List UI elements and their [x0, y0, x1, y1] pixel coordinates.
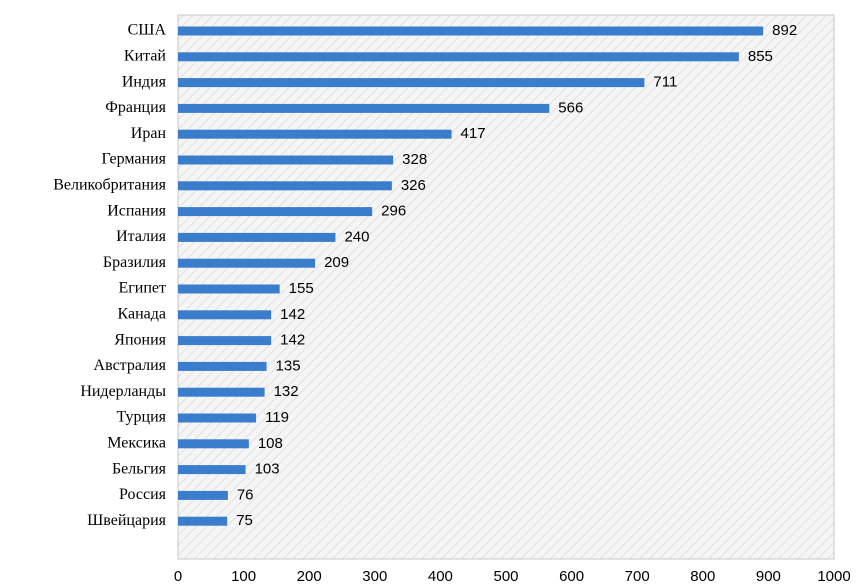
data-label: 103 — [255, 461, 280, 478]
data-label: 75 — [236, 512, 253, 529]
bar — [178, 413, 257, 423]
data-label: 155 — [289, 280, 314, 297]
bar — [178, 439, 249, 449]
data-label: 855 — [748, 48, 773, 65]
bar — [178, 465, 246, 475]
bar — [178, 26, 764, 36]
bar — [178, 155, 394, 165]
x-tick-label: 700 — [625, 568, 650, 585]
x-tick-label: 900 — [756, 568, 781, 585]
category-label: Бразилия — [103, 254, 167, 271]
x-tick-label: 300 — [362, 568, 387, 585]
category-label: Италия — [116, 228, 167, 245]
category-label: Испания — [107, 202, 166, 219]
category-label: Нидерланды — [80, 383, 166, 400]
data-label: 142 — [280, 306, 305, 323]
bar — [178, 232, 336, 242]
category-label: Египет — [118, 280, 166, 297]
category-label: Мексика — [107, 434, 166, 451]
category-label: США — [128, 22, 167, 39]
x-tick-label: 1000 — [817, 568, 850, 585]
x-axis-tick-labels: 0 100 200 300 400 500 600 700 800 900 1000 — [174, 568, 851, 585]
x-tick-label: 500 — [493, 568, 518, 585]
category-label: Япония — [114, 331, 166, 348]
x-tick-label: 800 — [690, 568, 715, 585]
bar — [178, 258, 316, 268]
bar — [178, 490, 228, 500]
bar — [178, 516, 228, 526]
data-label: 142 — [280, 332, 305, 349]
x-tick-label: 0 — [174, 568, 182, 585]
data-label: 132 — [274, 383, 299, 400]
category-label: Швейцария — [87, 512, 166, 529]
category-label: Китай — [124, 47, 167, 64]
bar — [178, 181, 392, 191]
x-tick-label: 200 — [297, 568, 322, 585]
bar — [178, 310, 272, 320]
data-label: 119 — [265, 409, 289, 426]
bars — [178, 26, 764, 526]
category-label: Канада — [118, 305, 166, 322]
data-label: 892 — [772, 22, 797, 39]
x-tick-label: 400 — [428, 568, 453, 585]
bar — [178, 336, 272, 346]
bar — [178, 207, 373, 217]
bar — [178, 387, 265, 397]
category-label: Австралия — [94, 357, 167, 374]
data-label: 417 — [461, 125, 486, 142]
data-label: 240 — [344, 228, 369, 245]
data-label: 108 — [258, 435, 283, 452]
category-label: Иран — [131, 125, 167, 142]
data-label: 209 — [324, 254, 349, 271]
category-label: Россия — [119, 486, 167, 503]
data-label: 328 — [402, 151, 427, 168]
value-labels: 892 855 711 566 417 328 326 296 240 209 155 142 142 1… — [236, 22, 797, 529]
bar — [178, 129, 452, 139]
category-label: Великобритания — [53, 176, 166, 193]
category-label: Турция — [117, 409, 167, 426]
x-tick-label: 100 — [231, 568, 256, 585]
data-label: 566 — [558, 99, 583, 116]
category-label: Франция — [105, 99, 166, 116]
category-label: Бельгия — [112, 460, 167, 477]
data-label: 711 — [653, 74, 677, 91]
category-label: Индия — [122, 73, 167, 90]
data-label: 326 — [401, 177, 426, 194]
x-tick-label: 600 — [559, 568, 584, 585]
bar — [178, 78, 645, 88]
bar — [178, 284, 280, 294]
bar — [178, 52, 739, 62]
bar — [178, 103, 550, 113]
bar — [178, 361, 267, 371]
category-labels: США Китай Индия Франция Иран Германия Великобр… — [53, 22, 166, 529]
category-label: Германия — [102, 151, 167, 168]
data-label: 76 — [237, 486, 254, 503]
data-label: 135 — [276, 357, 301, 374]
data-label: 296 — [381, 203, 406, 220]
